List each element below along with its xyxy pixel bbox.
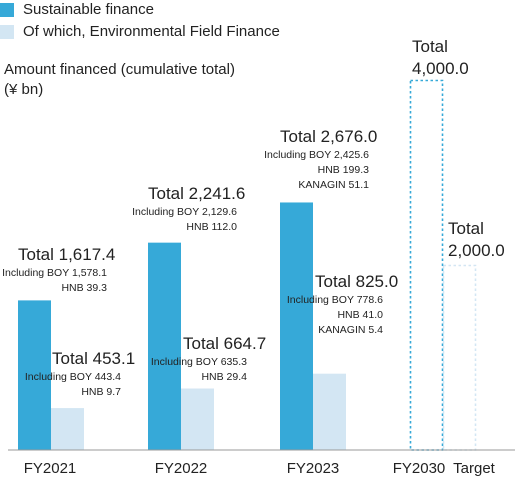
x-tick-label: FY2023: [287, 460, 340, 477]
bar-1-2: [313, 373, 346, 450]
breakdown-label: HNB 39.3: [61, 282, 107, 294]
bar-1-1: [181, 388, 214, 450]
breakdown-label: HNB 199.3: [318, 164, 370, 176]
breakdown-label: Including BOY 2,425.6: [264, 149, 369, 161]
breakdown-label: Including BOY 1,578.1: [2, 267, 107, 279]
legend-item-environmental-finance: Of which, Environmental Field Finance: [0, 23, 280, 40]
target-bar-0-3: [409, 79, 444, 451]
target-value-label: 2,000.0: [448, 241, 505, 260]
total-label: Total 453.1: [52, 349, 135, 368]
target-bar-1-3: [442, 264, 477, 451]
x-tick-label: FY2022: [155, 460, 208, 477]
breakdown-label: HNB 112.0: [186, 221, 237, 233]
total-label: Total 664.7: [183, 334, 266, 353]
breakdown-label: HNB 29.4: [201, 371, 247, 383]
target-value-label: 4,000.0: [412, 59, 469, 78]
breakdown-label: HNB 41.0: [337, 309, 383, 321]
breakdown-label: KANAGIN 5.4: [318, 324, 383, 336]
bar-0-1: [148, 242, 181, 450]
breakdown-label: HNB 9.7: [81, 386, 121, 398]
total-label: Total 1,617.4: [18, 245, 115, 264]
x-tick-label: FY2021: [24, 460, 77, 477]
breakdown-label: Including BOY 2,129.6: [132, 206, 237, 218]
bar-0-0: [18, 300, 51, 450]
x-tick-label: Target: [453, 460, 496, 477]
breakdown-label: Including BOY 443.4: [25, 371, 121, 383]
legend-label-sustainable-finance: Sustainable finance: [23, 1, 154, 18]
legend-swatch-sustainable-finance: [0, 2, 14, 17]
total-label: Total 2,241.6: [148, 184, 245, 203]
legend-swatch-environmental-finance: [0, 24, 14, 39]
legend-label-environmental-finance: Of which, Environmental Field Finance: [23, 23, 280, 40]
total-label: Total 2,676.0: [280, 127, 377, 146]
bar-0-2: [280, 202, 313, 450]
total-label: Total 825.0: [315, 272, 398, 291]
breakdown-label: Including BOY 778.6: [287, 294, 383, 306]
target-total-label: Total: [412, 37, 448, 56]
legend-item-sustainable-finance: Sustainable finance: [0, 1, 154, 18]
bar-1-0: [51, 408, 84, 450]
x-tick-label: FY2030: [393, 460, 446, 477]
y-axis-title: Amount financed (cumulative total): [4, 61, 235, 78]
y-axis-unit: (¥ bn): [4, 81, 44, 98]
target-total-label: Total: [448, 219, 484, 238]
breakdown-label: Including BOY 635.3: [151, 356, 247, 368]
breakdown-label: KANAGIN 51.1: [298, 179, 369, 191]
